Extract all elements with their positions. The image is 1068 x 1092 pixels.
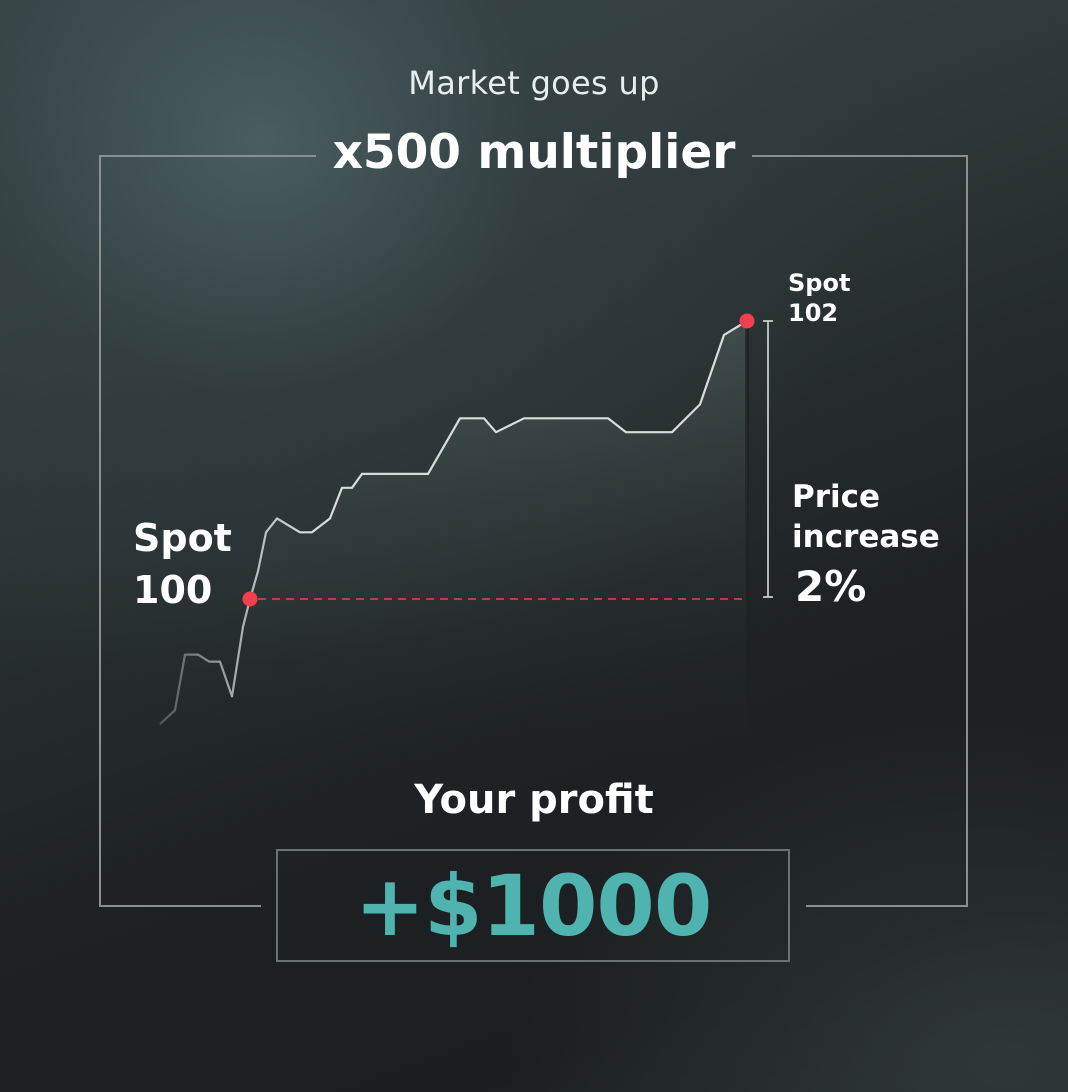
profit-label: Your profit <box>414 777 654 823</box>
title: x500 multiplier <box>332 125 736 180</box>
price-line <box>159 320 748 725</box>
spot-end-label: Spot 102 <box>788 269 851 327</box>
price-increase-label: Price increase <box>792 479 940 555</box>
profit-box: +$1000 <box>276 849 790 962</box>
end-shade <box>745 321 749 721</box>
end-marker <box>739 313 755 329</box>
profit-value: +$1000 <box>354 856 713 955</box>
subtitle: Market goes up <box>408 64 660 102</box>
spot-start-label: Spot 100 <box>133 516 232 612</box>
price-area <box>160 321 747 760</box>
start-marker <box>242 591 258 607</box>
frame-top-left <box>99 155 316 907</box>
frame-top-right <box>752 155 968 907</box>
price-increase-value: 2% <box>795 562 867 611</box>
